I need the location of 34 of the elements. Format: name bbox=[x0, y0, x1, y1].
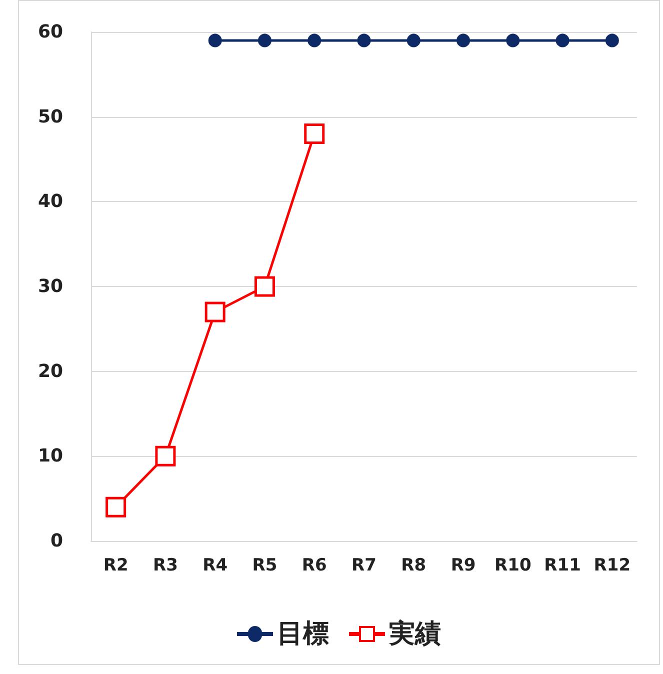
x-tick-label: R5 bbox=[252, 556, 278, 576]
point bbox=[208, 34, 222, 48]
point bbox=[204, 302, 226, 322]
x-tick-label: R2 bbox=[103, 556, 128, 576]
point bbox=[106, 496, 126, 518]
y-tick-label: 0 bbox=[50, 530, 63, 552]
x-tick-label: R4 bbox=[202, 556, 228, 576]
point bbox=[605, 34, 619, 48]
point bbox=[258, 34, 272, 48]
y-tick-label: 20 bbox=[38, 360, 63, 382]
y-tick-label: 60 bbox=[38, 22, 63, 42]
point bbox=[406, 34, 420, 48]
point bbox=[357, 34, 371, 48]
x-tick-label: R3 bbox=[152, 556, 178, 576]
point bbox=[155, 446, 176, 466]
x-tick-label: R10 bbox=[494, 556, 532, 576]
x-tick-label: R12 bbox=[594, 556, 631, 576]
x-tick-label: R9 bbox=[450, 556, 476, 576]
point bbox=[456, 34, 470, 48]
point bbox=[304, 124, 325, 144]
x-tick-label: R8 bbox=[401, 556, 426, 576]
point bbox=[308, 34, 322, 48]
point bbox=[506, 34, 520, 48]
y-tick-label: 30 bbox=[38, 276, 63, 297]
point bbox=[556, 34, 570, 48]
point bbox=[254, 276, 275, 297]
legend-label: 実績 bbox=[388, 619, 441, 649]
y-tick-label: 40 bbox=[38, 191, 63, 212]
x-tick-label: R7 bbox=[352, 556, 376, 576]
x-tick-label: R11 bbox=[544, 556, 581, 576]
y-tick-label: 50 bbox=[38, 106, 63, 128]
x-tick-label: R6 bbox=[302, 556, 327, 576]
legend-label: 目標 bbox=[277, 619, 329, 649]
y-tick-label: 10 bbox=[38, 446, 63, 467]
